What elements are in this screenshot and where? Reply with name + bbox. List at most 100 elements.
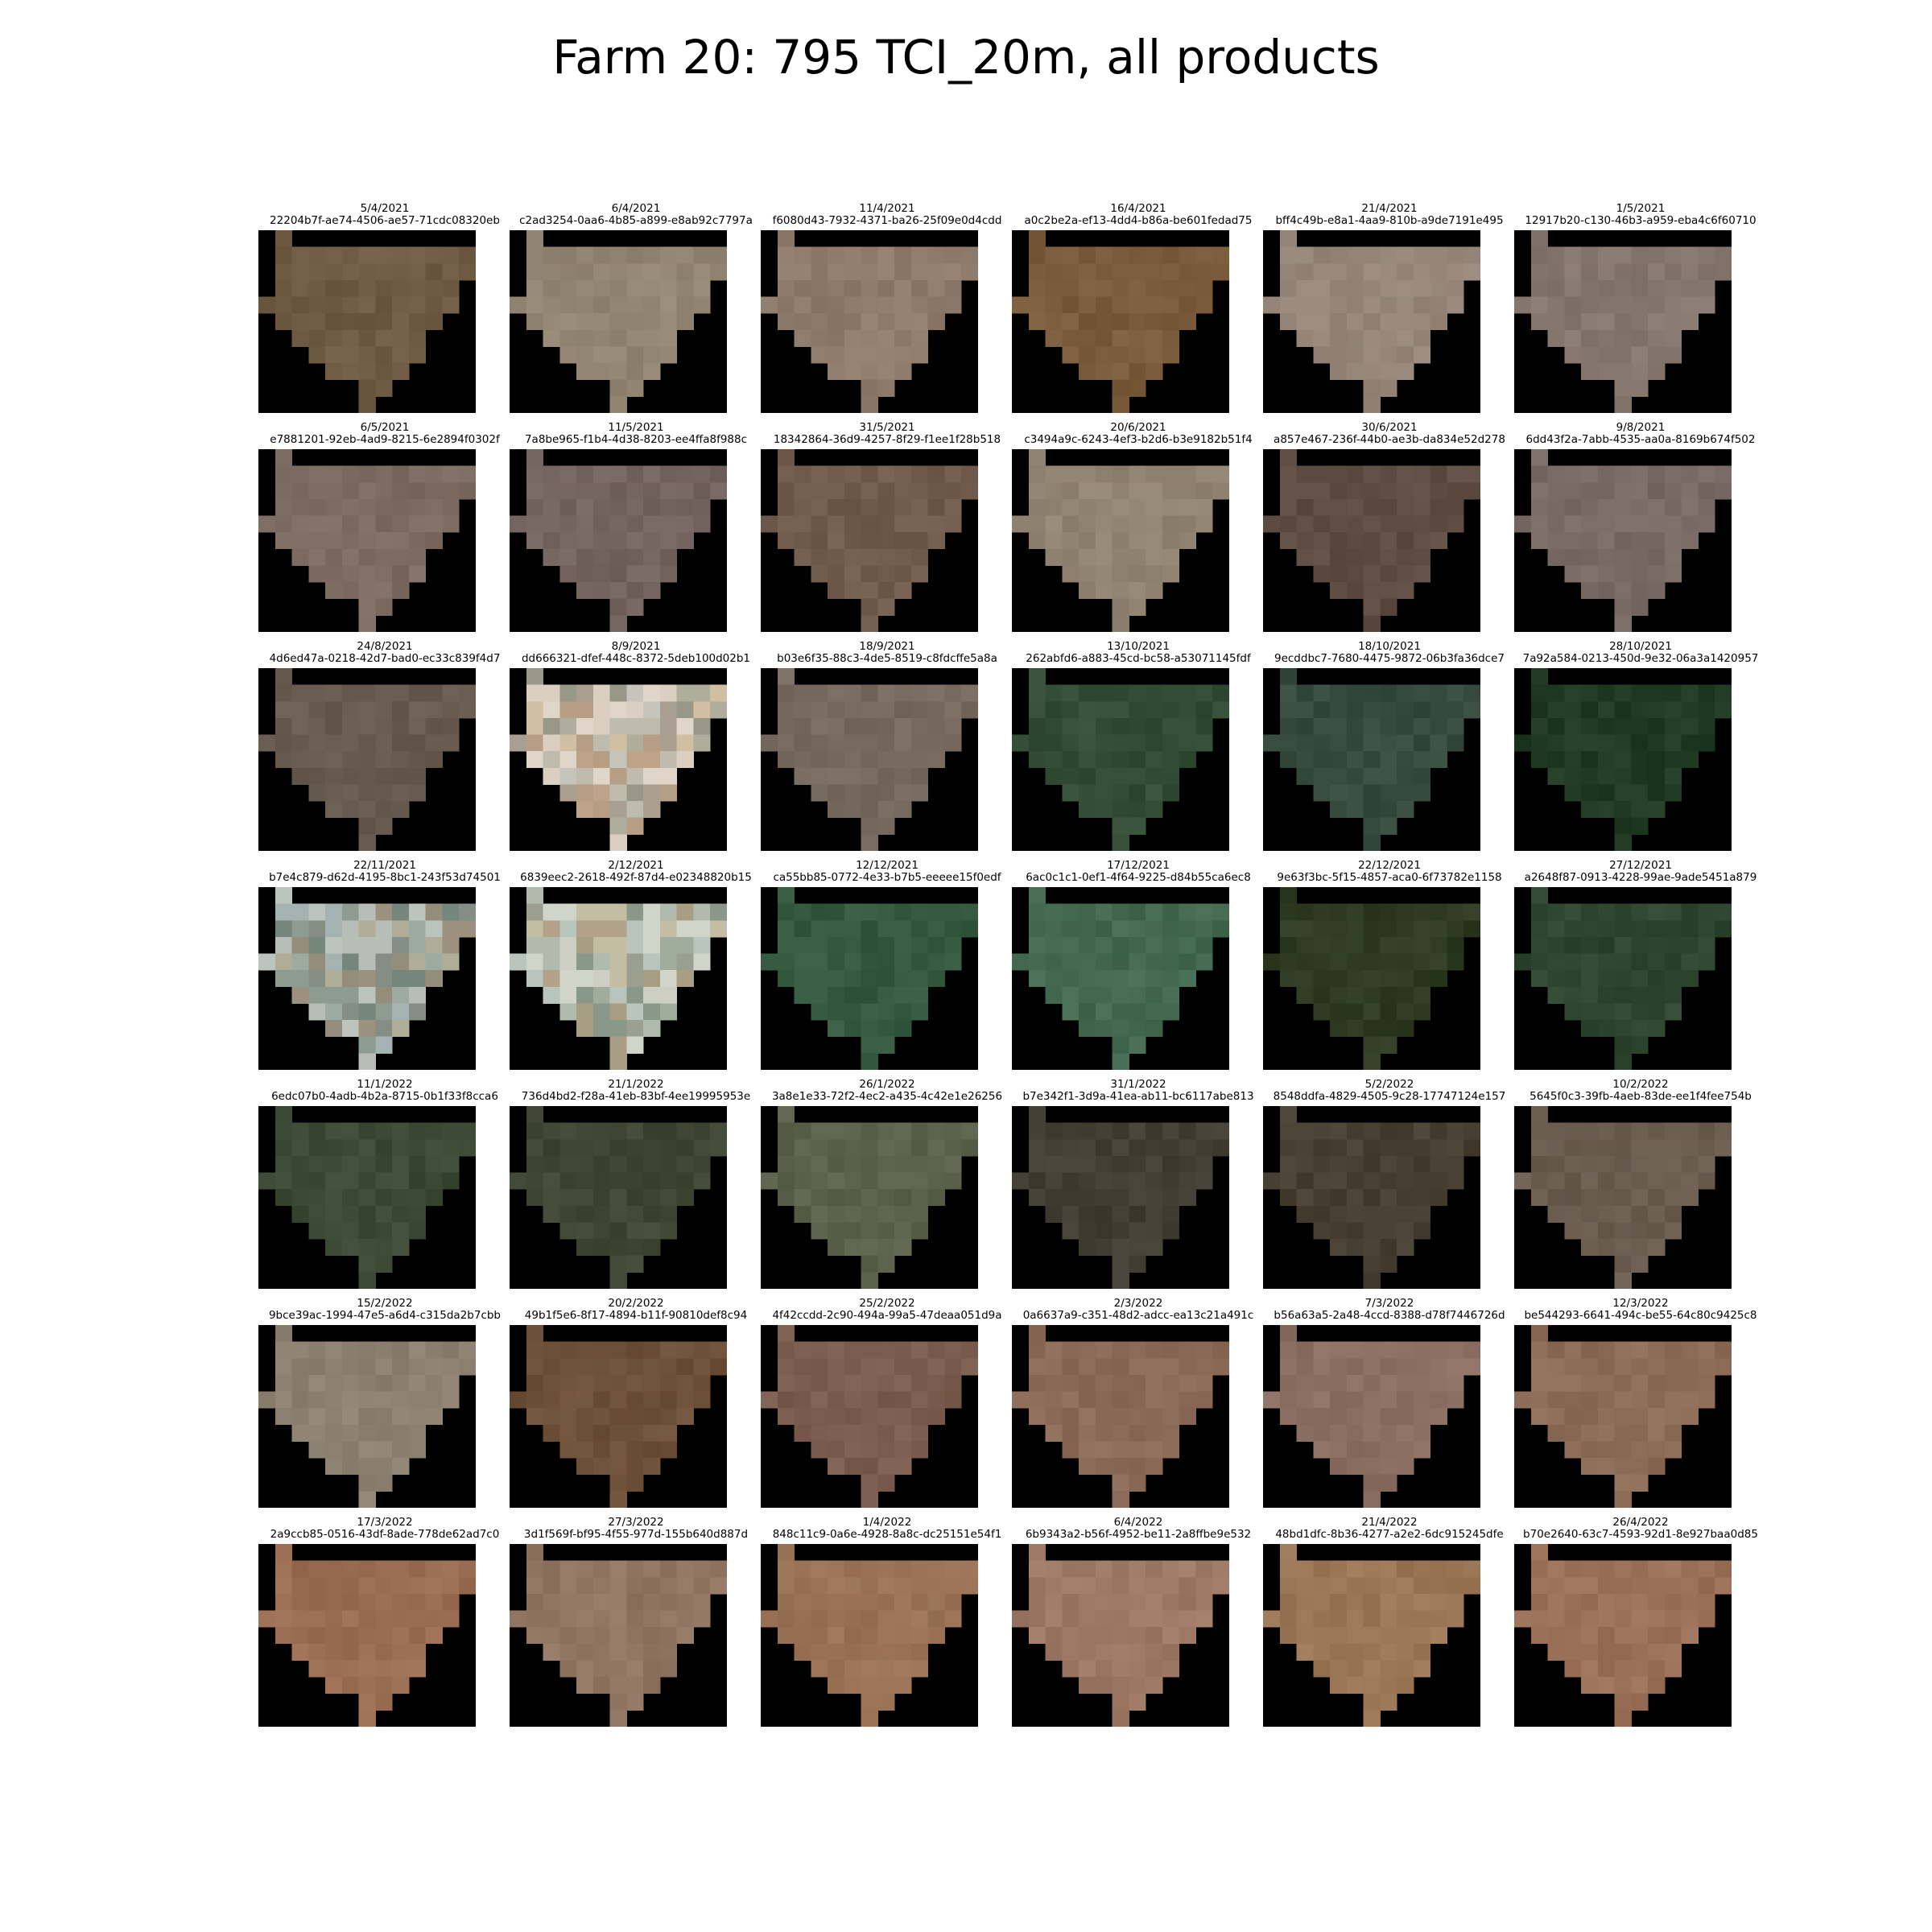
field-pixel xyxy=(392,684,410,702)
field-pixel xyxy=(408,1441,427,1459)
field-pixel xyxy=(526,1189,543,1207)
field-pixel xyxy=(811,920,828,938)
field-pixel xyxy=(1313,246,1331,264)
field-pixel xyxy=(1413,784,1431,802)
field-pixel xyxy=(1162,936,1180,954)
field-pixel xyxy=(1095,1020,1113,1038)
field-pixel xyxy=(408,246,427,264)
field-pixel xyxy=(1313,1577,1331,1595)
field-pixel xyxy=(828,903,845,921)
field-pixel xyxy=(1179,1627,1196,1645)
field-pixel xyxy=(1146,482,1163,500)
field-pixel xyxy=(894,246,912,264)
field-pixel xyxy=(1614,296,1632,314)
field-pixel xyxy=(341,363,360,381)
field-pixel xyxy=(1664,1627,1682,1645)
field-pixel xyxy=(325,1593,343,1611)
field-pixel xyxy=(1614,396,1632,413)
field-pixel xyxy=(794,1577,811,1595)
field-pixel xyxy=(1079,465,1096,483)
field-pixel xyxy=(1062,1358,1080,1376)
field-pixel xyxy=(392,565,410,583)
field-pixel xyxy=(1664,767,1682,785)
field-pixel xyxy=(1413,532,1431,550)
field-pixel xyxy=(777,1408,795,1426)
field-pixel xyxy=(609,936,627,954)
field-pixel xyxy=(275,230,292,248)
field-pixel xyxy=(576,1358,594,1376)
field-pixel xyxy=(1162,1341,1180,1359)
field-pixel xyxy=(777,532,795,550)
field-pixel xyxy=(794,1172,811,1190)
field-pixel xyxy=(1614,1491,1632,1508)
field-pixel xyxy=(609,532,627,550)
field-pixel xyxy=(828,515,845,533)
field-pixel xyxy=(325,1189,343,1207)
field-pixel xyxy=(794,1610,811,1628)
field-pixel xyxy=(375,903,393,921)
field-pixel xyxy=(1380,767,1397,785)
field-pixel xyxy=(559,920,577,938)
field-pixel xyxy=(1279,230,1297,248)
field-pixel xyxy=(592,346,611,364)
field-pixel xyxy=(1397,970,1414,988)
field-pixel xyxy=(375,1593,393,1611)
field-pixel xyxy=(1179,1577,1196,1595)
tile-product-id: 736d4bd2-f28a-41eb-83bf-4ee19995953e xyxy=(521,1090,751,1103)
field-pixel xyxy=(559,751,577,769)
field-pixel xyxy=(375,296,393,314)
field-pixel xyxy=(1547,903,1565,921)
field-pixel xyxy=(811,279,828,297)
field-pixel xyxy=(894,1205,912,1223)
field-pixel xyxy=(761,1172,778,1190)
field-pixel xyxy=(1330,1643,1348,1661)
field-pixel xyxy=(1530,734,1548,752)
field-pixel xyxy=(1681,498,1699,516)
field-pixel xyxy=(1095,920,1113,938)
field-pixel xyxy=(308,701,326,719)
field-pixel xyxy=(643,1139,661,1157)
field-pixel xyxy=(643,920,661,938)
field-pixel xyxy=(1112,903,1129,921)
field-pixel xyxy=(1397,1391,1414,1409)
field-pixel xyxy=(910,1643,929,1661)
field-pixel xyxy=(1028,1610,1046,1628)
field-pixel xyxy=(944,701,962,719)
field-pixel xyxy=(1028,1544,1046,1562)
field-pixel xyxy=(844,1610,862,1628)
field-pixel xyxy=(1363,1020,1381,1038)
field-pixel xyxy=(1129,1374,1146,1392)
field-pixel xyxy=(1648,582,1666,600)
field-pixel xyxy=(325,1003,343,1021)
field-pixel xyxy=(1330,246,1348,264)
field-pixel xyxy=(592,296,611,314)
field-pixel xyxy=(1530,717,1548,735)
field-pixel xyxy=(559,1577,577,1595)
field-pixel xyxy=(844,986,862,1004)
product-tile: 15/2/2022 9bce39ac-1994-47e5-a6d4-c315da2… xyxy=(248,1298,522,1512)
field-pixel xyxy=(1698,953,1715,971)
field-pixel xyxy=(1664,346,1682,364)
field-pixel xyxy=(1212,903,1229,921)
field-pixel xyxy=(828,801,845,819)
field-pixel xyxy=(609,1710,627,1727)
field-pixel xyxy=(1681,970,1699,988)
field-pixel xyxy=(1397,1341,1414,1359)
field-pixel xyxy=(1179,1374,1196,1392)
field-pixel xyxy=(275,717,292,735)
field-pixel xyxy=(659,1155,678,1173)
field-pixel xyxy=(944,920,962,938)
field-pixel xyxy=(308,296,326,314)
field-pixel xyxy=(425,751,443,769)
field-pixel xyxy=(1129,1391,1146,1409)
field-pixel xyxy=(1079,329,1096,347)
field-pixel xyxy=(459,701,476,719)
field-pixel xyxy=(275,734,292,752)
field-pixel xyxy=(1597,1205,1616,1223)
field-pixel xyxy=(425,1341,443,1359)
field-pixel xyxy=(1112,1441,1129,1459)
field-pixel xyxy=(325,582,343,600)
field-pixel xyxy=(559,1341,577,1359)
field-pixel xyxy=(877,1205,895,1223)
field-pixel xyxy=(308,1441,326,1459)
